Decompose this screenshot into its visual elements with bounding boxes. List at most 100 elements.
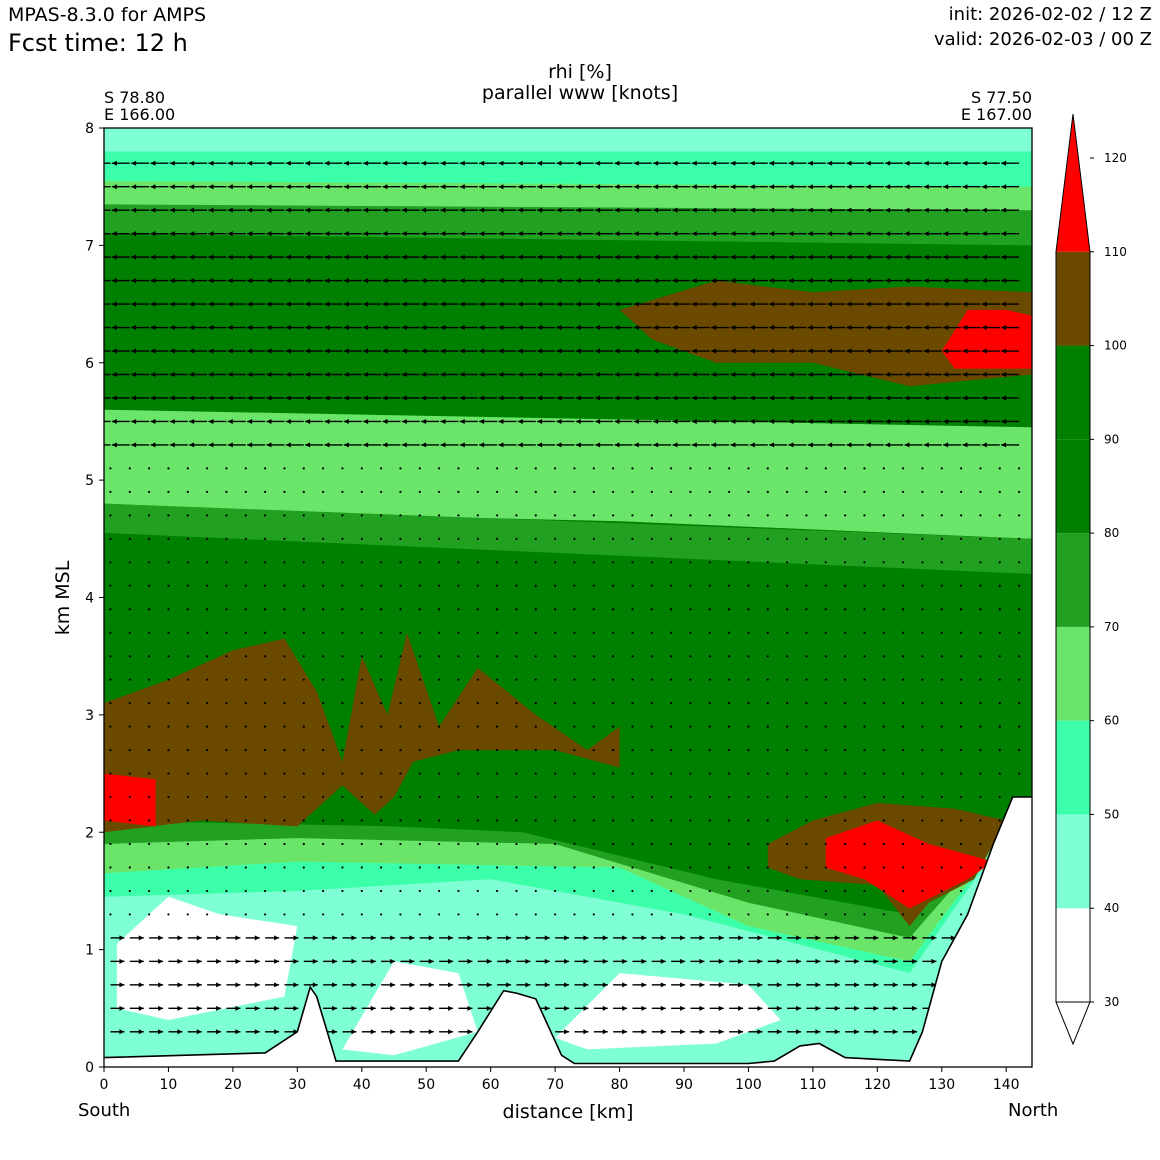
wind-arrow-head xyxy=(788,418,794,424)
wind-dot xyxy=(206,561,209,564)
wind-dot xyxy=(670,702,673,705)
wind-arrow-head xyxy=(544,1005,550,1011)
wind-dot xyxy=(186,702,189,705)
wind-dot xyxy=(844,889,847,893)
wind-dot xyxy=(264,842,267,846)
wind-dot xyxy=(786,631,789,634)
wind-dot xyxy=(824,795,827,799)
wind-arrow-head xyxy=(885,395,891,401)
x-tick-label: 0 xyxy=(100,1077,109,1093)
wind-dot xyxy=(148,514,151,517)
x-tick-label: 120 xyxy=(864,1077,891,1093)
wind-arrow-head xyxy=(892,982,898,988)
wind-dot xyxy=(341,889,344,893)
wind-dot xyxy=(670,584,673,587)
wind-arrow-head xyxy=(285,418,291,424)
wind-arrow-head xyxy=(653,348,659,354)
wind-arrow-head xyxy=(788,325,794,331)
wind-dot xyxy=(283,748,286,752)
wind-dot xyxy=(940,866,943,869)
wind-dot xyxy=(592,772,595,775)
wind-arrow-head xyxy=(653,325,659,331)
wind-dot xyxy=(244,913,247,916)
wind-dot xyxy=(360,842,363,846)
wind-dot xyxy=(902,842,905,846)
wind-dot xyxy=(844,702,847,705)
wind-dot xyxy=(824,819,827,822)
wind-dot xyxy=(1018,748,1021,752)
wind-dot xyxy=(399,490,402,493)
wind-arrow-head xyxy=(332,935,338,941)
wind-dot xyxy=(225,631,228,634)
wind-arrow-head xyxy=(227,418,233,424)
wind-arrow-head xyxy=(815,935,821,941)
wind-dot xyxy=(863,889,866,893)
wind-arrow-head xyxy=(904,442,910,448)
wind-arrow-head xyxy=(285,395,291,401)
wind-arrow-head xyxy=(189,325,195,331)
wind-dot xyxy=(592,490,595,493)
wind-dot xyxy=(805,561,808,564)
wind-arrow-head xyxy=(479,442,485,448)
wind-arrow-head xyxy=(208,160,214,166)
wind-dot xyxy=(592,537,595,540)
wind-arrow-head xyxy=(614,254,620,260)
wind-arrow-head xyxy=(564,982,570,988)
wind-dot xyxy=(554,537,557,540)
wind-arrow-head xyxy=(981,254,987,260)
wind-arrow-head xyxy=(807,184,813,190)
wind-arrow-head xyxy=(614,160,620,166)
wind-arrow-head xyxy=(479,278,485,284)
wind-dot xyxy=(689,725,692,728)
wind-arrow-head xyxy=(622,1029,628,1035)
wind-arrow-head xyxy=(390,935,396,941)
wind-dot xyxy=(1018,584,1021,587)
wind-dot xyxy=(728,913,731,916)
wind-arrow-head xyxy=(583,1029,589,1035)
wind-arrow-head xyxy=(575,278,581,284)
wind-arrow-head xyxy=(672,207,678,213)
wind-arrow-head xyxy=(653,278,659,284)
wind-dot xyxy=(960,537,963,540)
wind-dot xyxy=(631,795,634,799)
wind-dot xyxy=(264,866,267,869)
wind-dot xyxy=(128,795,131,799)
wind-dot xyxy=(186,913,189,916)
wind-arrow-head xyxy=(370,1029,376,1035)
wind-dot xyxy=(148,608,151,611)
wind-arrow-head xyxy=(305,278,311,284)
wind-arrow-head xyxy=(382,395,388,401)
wind-dot xyxy=(940,772,943,775)
wind-dot xyxy=(244,537,247,540)
wind-dot xyxy=(322,748,325,752)
wind-dot xyxy=(921,490,924,493)
rhi-region-110-120 xyxy=(825,820,994,909)
wind-arrow-head xyxy=(718,1005,724,1011)
wind-dot xyxy=(805,702,808,705)
wind-arrow-head xyxy=(254,1029,260,1035)
wind-arrow-head xyxy=(788,371,794,377)
wind-arrow-head xyxy=(401,418,407,424)
wind-dot xyxy=(863,584,866,587)
wind-dot xyxy=(283,608,286,611)
wind-arrow-head xyxy=(274,1029,280,1035)
wind-arrow-head xyxy=(962,418,968,424)
wind-arrow-head xyxy=(177,935,183,941)
wind-dot xyxy=(341,655,344,658)
wind-arrow-head xyxy=(730,301,736,307)
wind-arrow-head xyxy=(92,255,97,260)
wind-dot xyxy=(902,702,905,705)
wind-arrow-head xyxy=(796,982,802,988)
wind-arrow-head xyxy=(769,442,775,448)
wind-dot xyxy=(747,514,750,517)
wind-arrow-head xyxy=(448,1005,454,1011)
wind-dot xyxy=(708,490,711,493)
wind-arrow-head xyxy=(169,442,175,448)
wind-dot xyxy=(496,655,499,658)
wind-dot xyxy=(650,490,653,493)
wind-dot xyxy=(128,702,131,705)
wind-dot xyxy=(631,772,634,775)
wind-arrow-head xyxy=(498,418,504,424)
wind-dot xyxy=(708,655,711,658)
wind-dot xyxy=(882,725,885,728)
